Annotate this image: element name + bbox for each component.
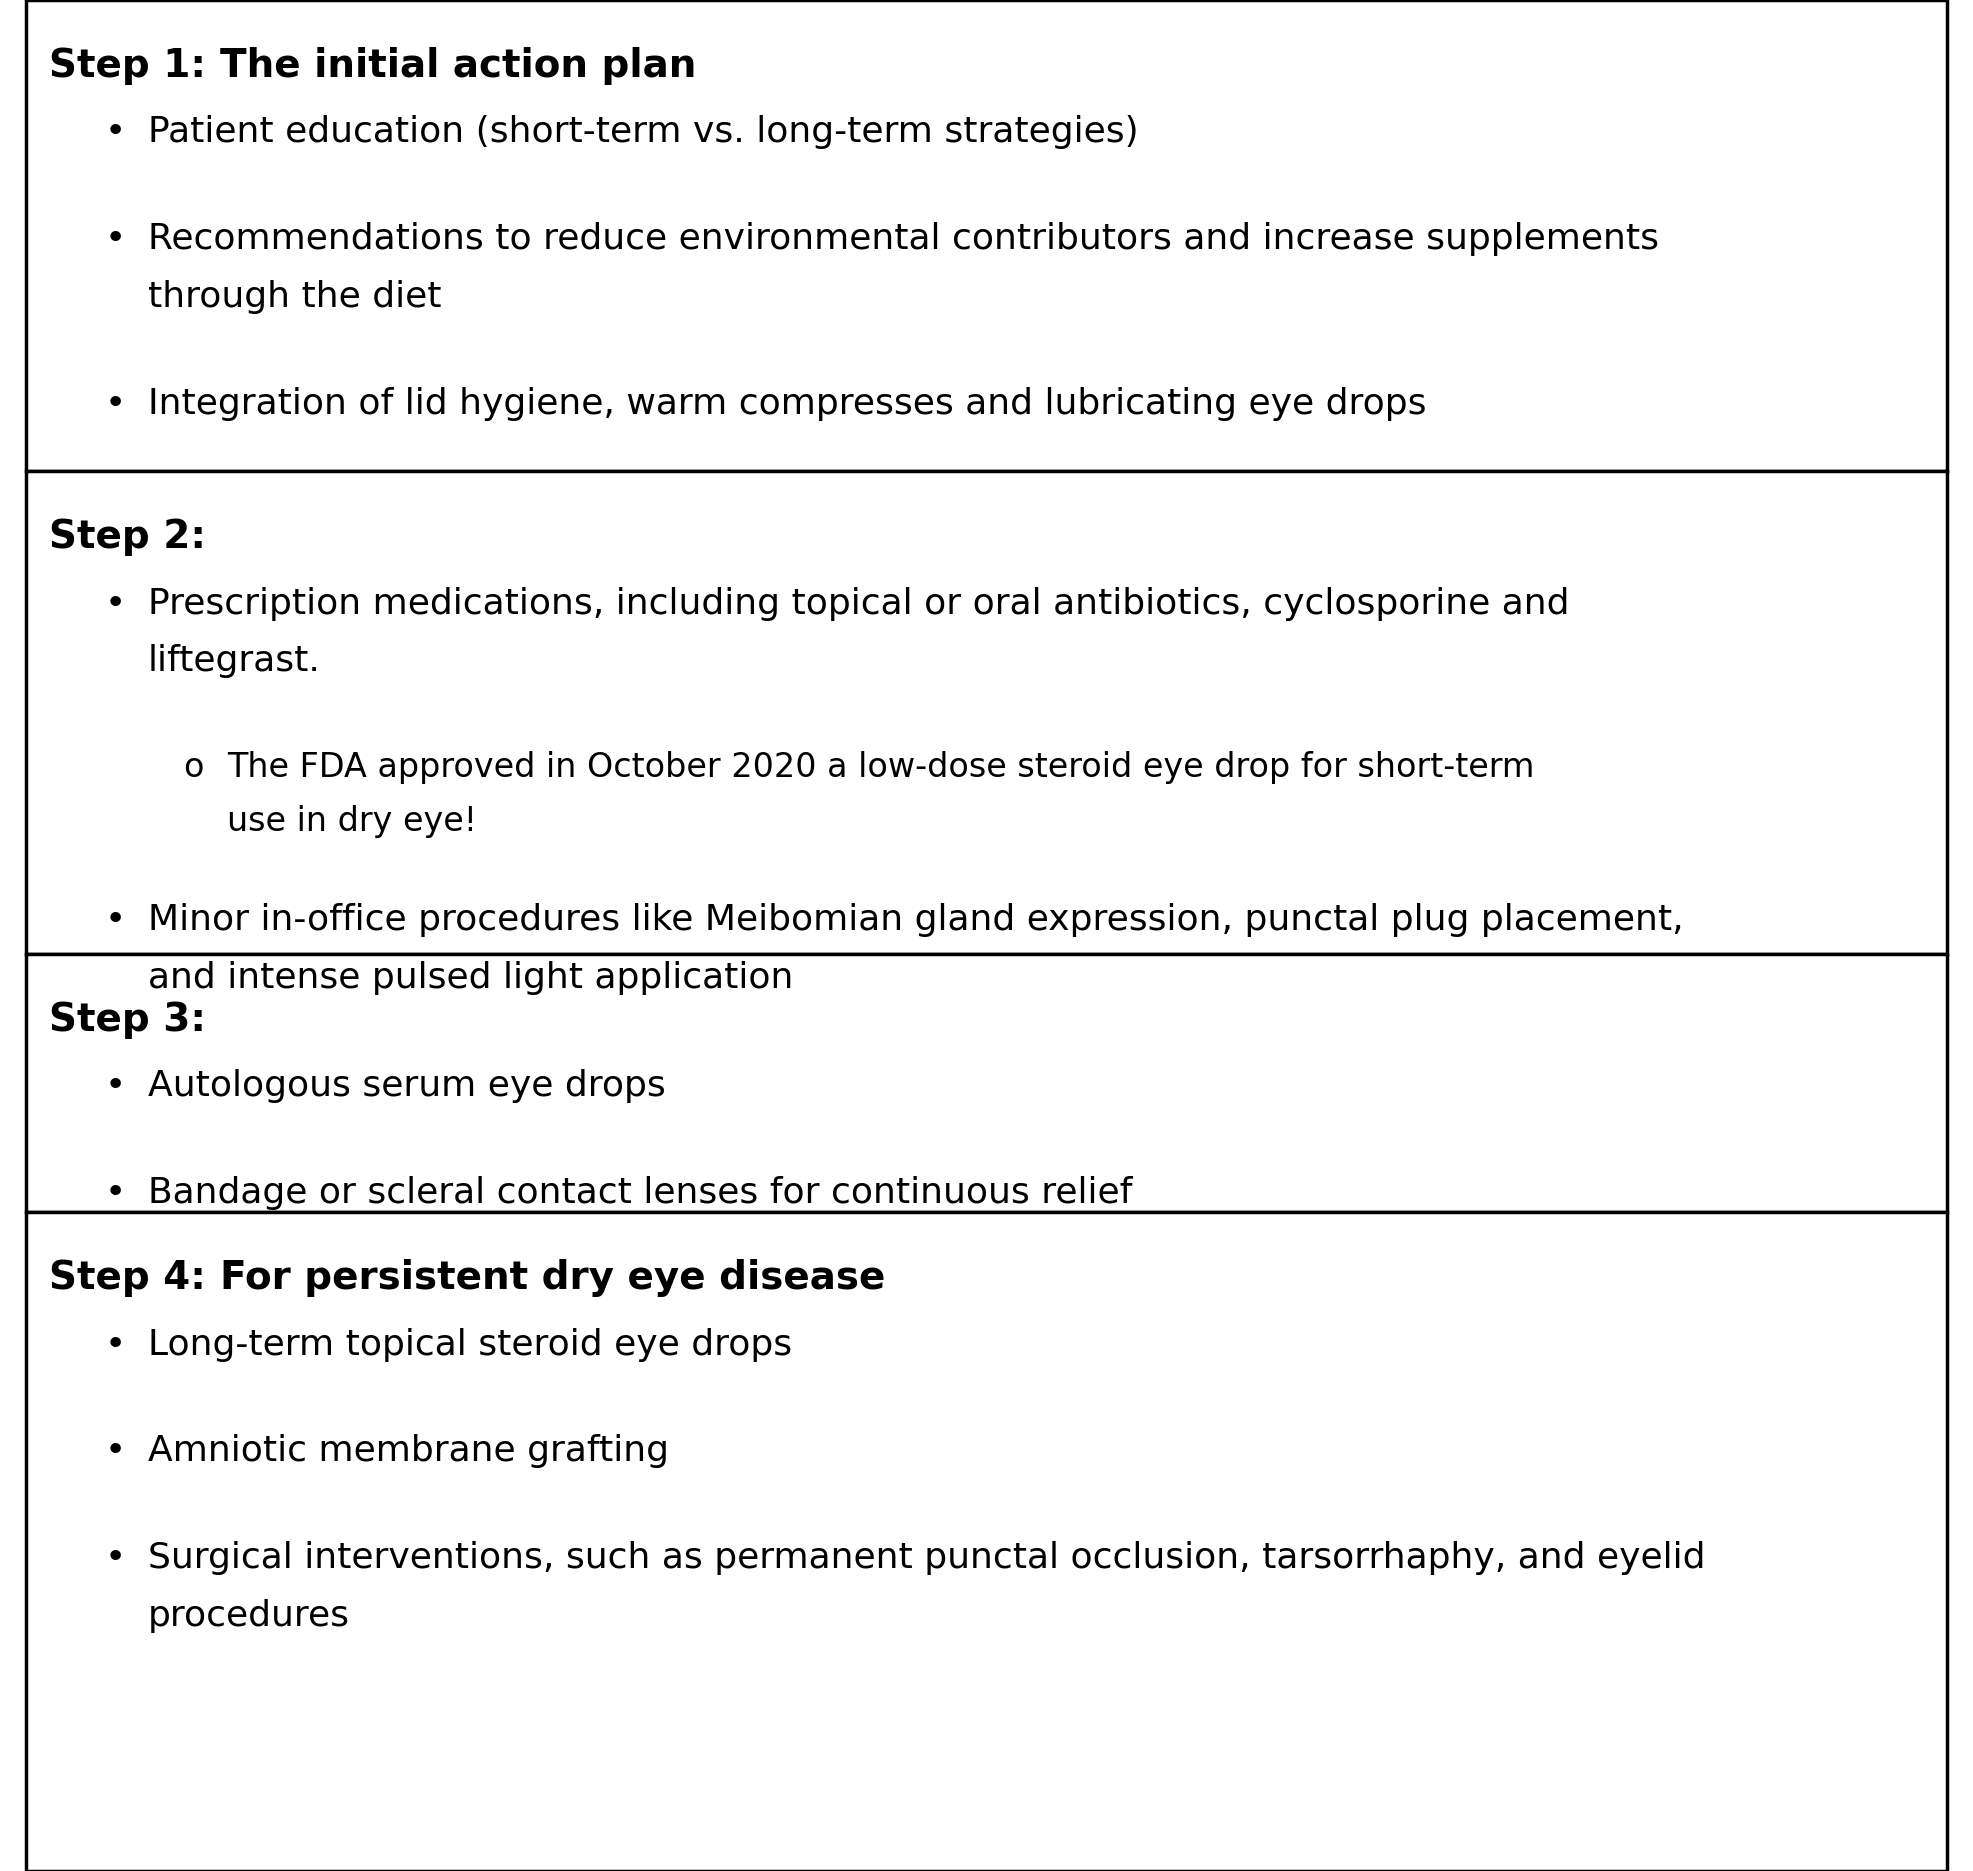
- FancyBboxPatch shape: [26, 1212, 1947, 1871]
- Text: Step 1:: Step 1:: [49, 47, 219, 84]
- Text: •: •: [105, 1177, 126, 1211]
- Text: Autologous serum eye drops: Autologous serum eye drops: [148, 1070, 665, 1104]
- Text: o: o: [183, 752, 203, 784]
- Text: Minor in-office procedures like Meibomian gland expression, punctal plug placeme: Minor in-office procedures like Meibomia…: [148, 904, 1683, 937]
- Text: •: •: [105, 387, 126, 421]
- Text: Bandage or scleral contact lenses for continuous relief: Bandage or scleral contact lenses for co…: [148, 1177, 1133, 1211]
- Text: procedures: procedures: [148, 1600, 349, 1633]
- Text: through the diet: through the diet: [148, 281, 442, 314]
- Text: Integration of lid hygiene, warm compresses and lubricating eye drops: Integration of lid hygiene, warm compres…: [148, 387, 1426, 421]
- Text: liftegrast.: liftegrast.: [148, 644, 322, 679]
- FancyBboxPatch shape: [26, 471, 1947, 954]
- Text: For persistent dry eye disease: For persistent dry eye disease: [219, 1259, 886, 1297]
- Text: •: •: [105, 1542, 126, 1575]
- Text: •: •: [105, 587, 126, 621]
- Text: The FDA approved in October 2020 a low-dose steroid eye drop for short-term: The FDA approved in October 2020 a low-d…: [227, 752, 1535, 784]
- Text: Step 4:: Step 4:: [49, 1259, 219, 1297]
- Text: Prescription medications, including topical or oral antibiotics, cyclosporine an: Prescription medications, including topi…: [148, 587, 1569, 621]
- Text: The initial action plan: The initial action plan: [219, 47, 696, 84]
- FancyBboxPatch shape: [26, 0, 1947, 471]
- FancyBboxPatch shape: [26, 954, 1947, 1212]
- Text: •: •: [105, 116, 126, 150]
- Text: Long-term topical steroid eye drops: Long-term topical steroid eye drops: [148, 1328, 791, 1362]
- Text: Amniotic membrane grafting: Amniotic membrane grafting: [148, 1435, 669, 1469]
- Text: and intense pulsed light application: and intense pulsed light application: [148, 962, 793, 995]
- Text: Patient education (short-term vs. long-term strategies): Patient education (short-term vs. long-t…: [148, 116, 1138, 150]
- Text: •: •: [105, 1328, 126, 1362]
- Text: •: •: [105, 1070, 126, 1104]
- Text: •: •: [105, 1435, 126, 1469]
- Text: •: •: [105, 904, 126, 937]
- Text: Surgical interventions, such as permanent punctal occlusion, tarsorrhaphy, and e: Surgical interventions, such as permanen…: [148, 1542, 1705, 1575]
- Text: Step 3:: Step 3:: [49, 1001, 207, 1038]
- Text: use in dry eye!: use in dry eye!: [227, 805, 477, 838]
- Text: Step 2:: Step 2:: [49, 518, 207, 556]
- Text: Recommendations to reduce environmental contributors and increase supplements: Recommendations to reduce environmental …: [148, 223, 1659, 256]
- Text: •: •: [105, 223, 126, 256]
